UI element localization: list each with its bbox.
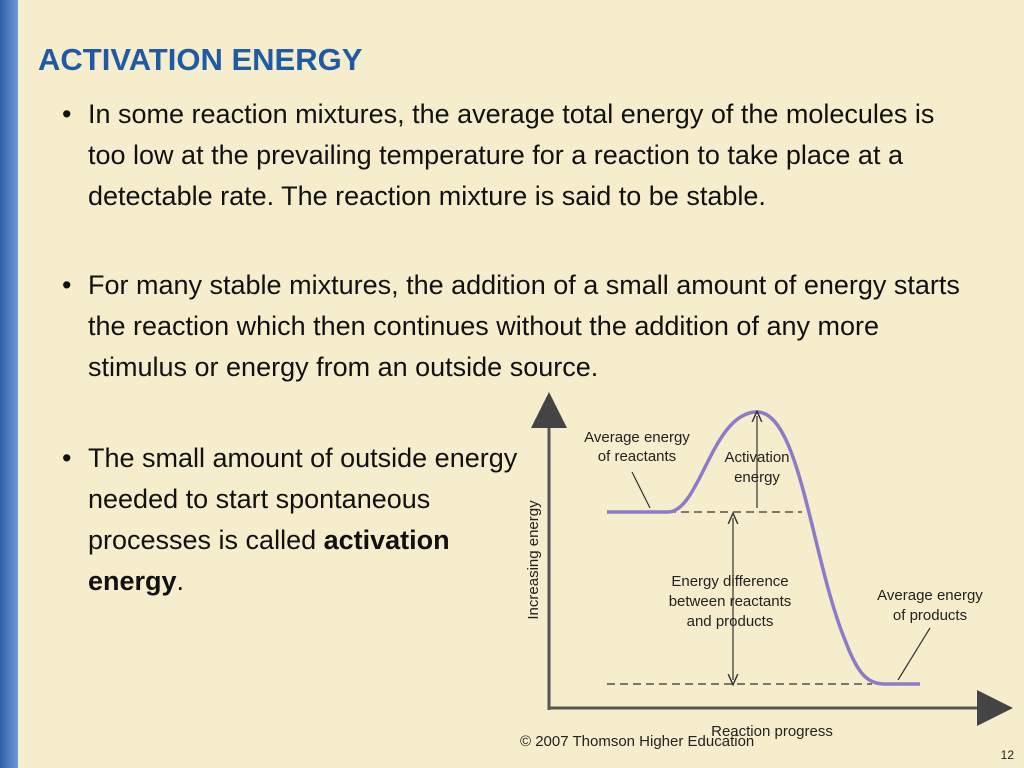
bullet-text: The small amount of outside energy neede… (88, 443, 518, 555)
pointer (897, 627, 931, 681)
label: between reactants (669, 593, 792, 610)
bullet-bold: activation energy (88, 525, 450, 596)
label: and products (687, 613, 774, 630)
bullet: In some reaction mixtures, the average t… (60, 94, 970, 217)
bullet-tail: . (176, 566, 185, 596)
label: of products (893, 607, 967, 624)
credit: © 2007 Thomson Higher Education (520, 733, 754, 750)
label: Activation (724, 449, 789, 466)
label: of reactants (598, 448, 676, 465)
energy-curve (607, 410, 920, 686)
pointer (631, 471, 651, 509)
label: Average energy (584, 429, 690, 446)
label: Average energy (877, 587, 983, 604)
side-stripe (0, 0, 18, 768)
bullet: The small amount of outside energy neede… (60, 438, 520, 602)
y-axis-label: Increasing energy (525, 500, 542, 620)
label: Energy difference (671, 573, 788, 590)
slide-title: ACTIVATION ENERGY (38, 42, 363, 77)
x-axis-label: Reaction progress (711, 723, 833, 740)
label: energy (734, 469, 780, 486)
page-number: 12 (1000, 748, 1014, 762)
bullet: For many stable mixtures, the addition o… (60, 265, 970, 388)
